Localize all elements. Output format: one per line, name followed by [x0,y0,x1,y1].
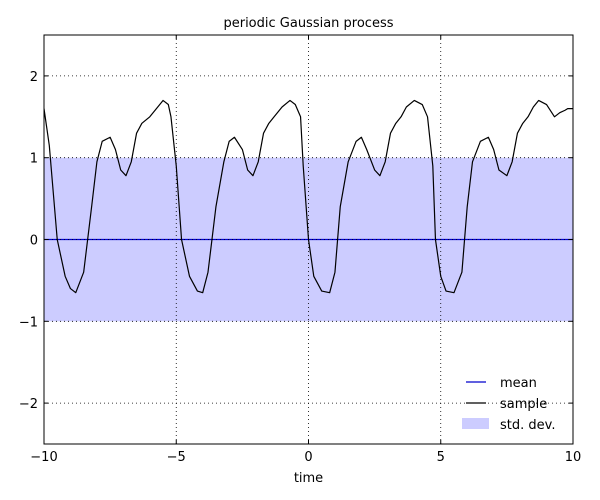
legend-label: mean [500,376,537,391]
x-tick-label: 10 [565,450,582,465]
x-tick-label: −5 [167,450,186,465]
x-tick-label: 5 [437,450,445,465]
y-tick-label: −1 [19,315,38,330]
legend-label: sample [500,397,547,412]
legend-swatch-std-dev [462,418,489,429]
y-tick-label: 0 [30,234,38,249]
y-tick-label: 2 [30,70,38,85]
x-tick-label: −10 [30,450,57,465]
x-tick-label: 0 [304,450,312,465]
y-tick-label: −2 [19,397,38,412]
chart-title: periodic Gaussian process [223,16,393,31]
plot-area [44,99,573,322]
legend-label: std. dev. [500,418,555,433]
legend: mean sample std. dev. [462,376,555,433]
y-tick-label: 1 [30,152,38,167]
x-axis-label: time [294,471,323,486]
grid [44,35,573,444]
